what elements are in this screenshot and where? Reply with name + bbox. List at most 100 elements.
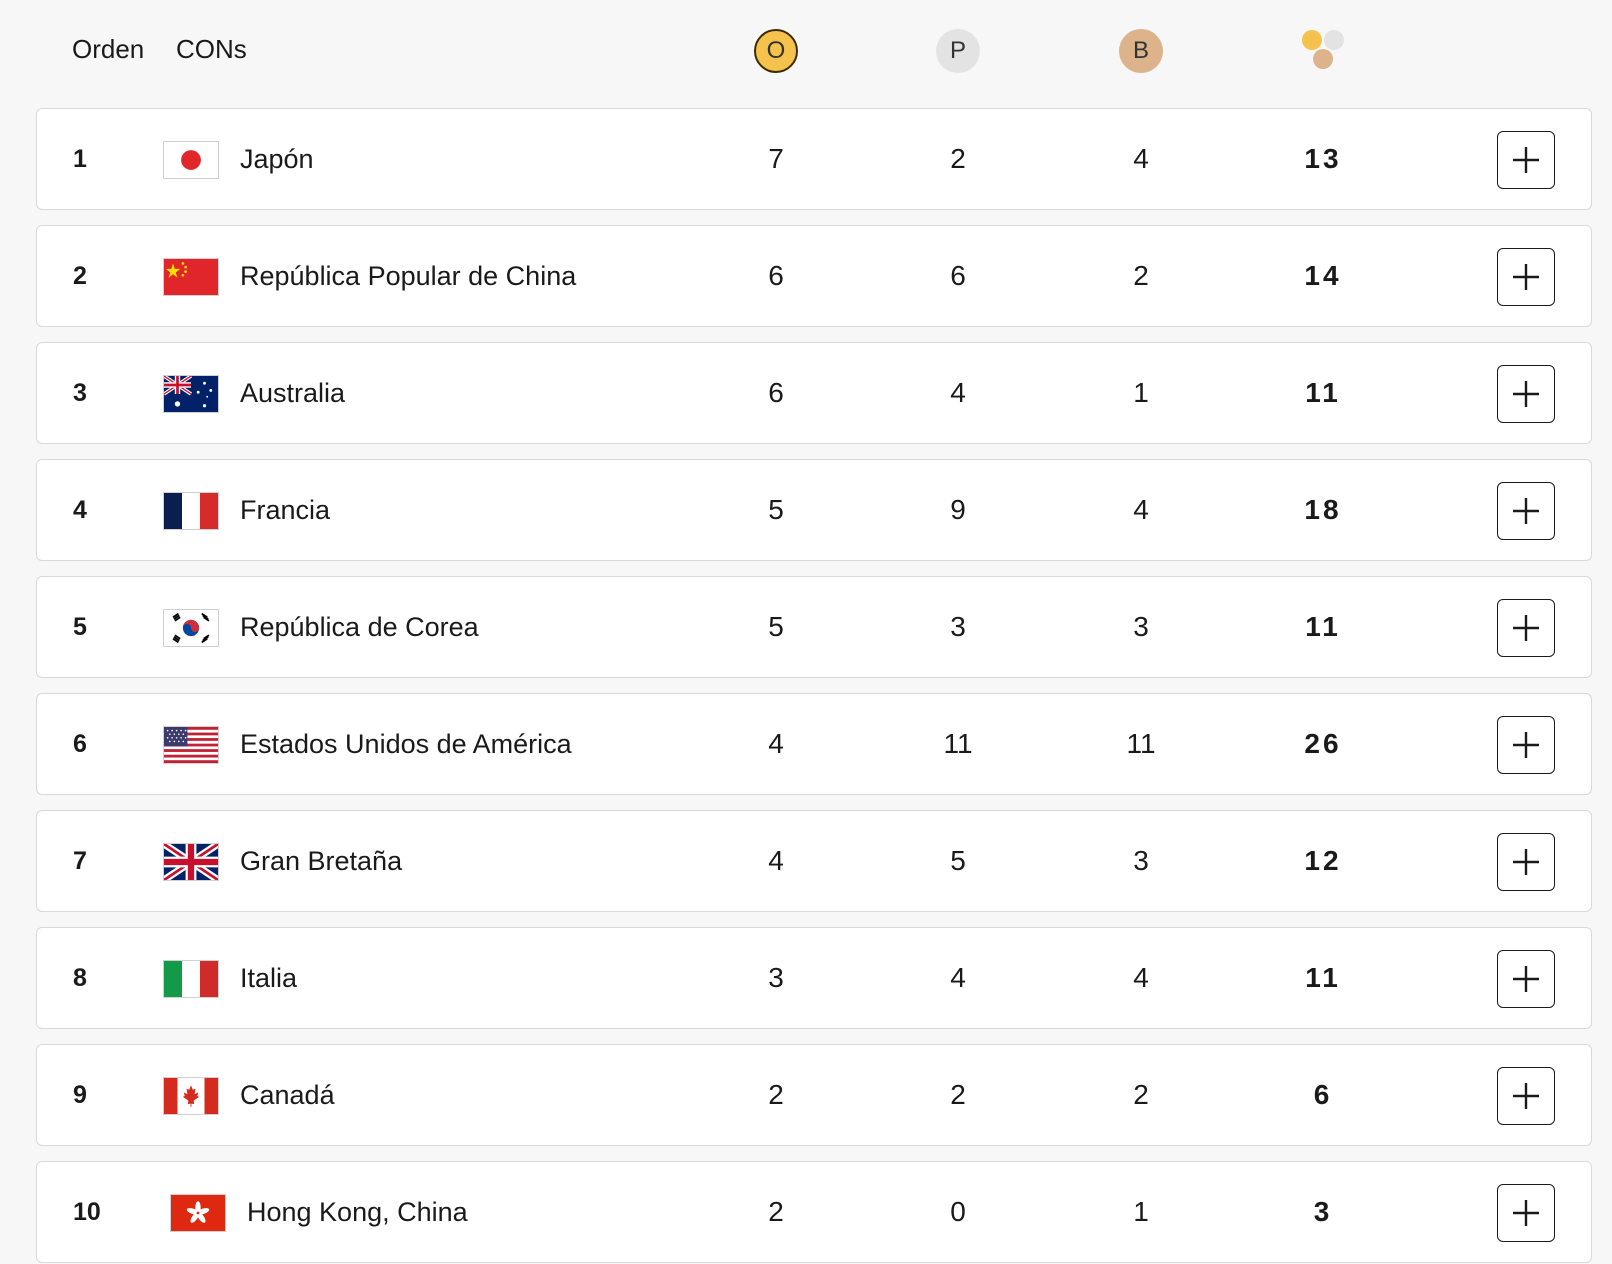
country-name[interactable]: Estados Unidos de América [240, 729, 572, 759]
total-count: 14 [1304, 260, 1342, 291]
bronze-count: 1 [1133, 377, 1149, 408]
gold-count: 6 [768, 260, 784, 291]
table-row[interactable]: 6 Estados Unidos de América 4 11 11 26 [36, 693, 1592, 795]
silver-count: 5 [950, 845, 966, 876]
expand-row-button[interactable] [1497, 950, 1555, 1008]
uk-flag-icon [163, 843, 219, 881]
plus-icon [1513, 732, 1539, 758]
gold-count: 4 [768, 845, 784, 876]
rank: 2 [73, 262, 87, 290]
gold-count: 4 [768, 728, 784, 759]
header-orden[interactable]: Orden [72, 34, 145, 64]
gold-count: 2 [768, 1079, 784, 1110]
silver-count: 6 [950, 260, 966, 291]
silver-count: 0 [950, 1196, 966, 1227]
gold-count: 5 [768, 611, 784, 642]
bronze-count: 4 [1133, 494, 1149, 525]
bronze-count: 1 [1133, 1196, 1149, 1227]
table-row[interactable]: 10 Hong Kong, China 2 0 1 3 [36, 1161, 1592, 1263]
gold-count: 6 [768, 377, 784, 408]
rank: 8 [73, 964, 87, 992]
silver-count: 2 [950, 1079, 966, 1110]
table-row[interactable]: 5 República de Corea 5 3 3 11 [36, 576, 1592, 678]
silver-count: 4 [950, 962, 966, 993]
expand-row-button[interactable] [1497, 482, 1555, 540]
table-row[interactable]: 9 Canadá 2 2 2 6 [36, 1044, 1592, 1146]
rank: 6 [73, 730, 87, 758]
usa-flag-icon [163, 726, 219, 764]
expand-row-button[interactable] [1497, 1184, 1555, 1242]
expand-row-button[interactable] [1497, 716, 1555, 774]
korea-flag-icon [163, 609, 219, 647]
header-cons[interactable]: CONs [176, 34, 247, 64]
table-row[interactable]: 8 Italia 3 4 4 11 [36, 927, 1592, 1029]
gold-count: 7 [768, 143, 784, 174]
silver-count: 2 [950, 143, 966, 174]
total-count: 26 [1304, 728, 1342, 759]
canada-flag-icon [163, 1077, 219, 1115]
hongkong-flag-icon [170, 1194, 226, 1232]
table-row[interactable]: 1 Japón 7 2 4 13 [36, 108, 1592, 210]
rank: 7 [73, 847, 87, 875]
rank: 10 [73, 1198, 101, 1226]
table-row[interactable]: 4 Francia 5 9 4 18 [36, 459, 1592, 561]
silver-medal-icon[interactable]: P [936, 29, 980, 73]
expand-row-button[interactable] [1497, 131, 1555, 189]
expand-row-button[interactable] [1497, 365, 1555, 423]
gold-medal-icon[interactable]: O [754, 29, 798, 73]
bronze-count: 2 [1133, 260, 1149, 291]
rank: 5 [73, 613, 87, 641]
italy-flag-icon [163, 960, 219, 998]
bronze-count: 3 [1133, 611, 1149, 642]
country-name[interactable]: Gran Bretaña [240, 846, 403, 876]
bronze-medal-icon[interactable]: B [1119, 29, 1163, 73]
country-name[interactable]: Hong Kong, China [247, 1197, 468, 1227]
plus-icon [1513, 498, 1539, 524]
country-name[interactable]: Australia [240, 378, 346, 408]
country-name[interactable]: Canadá [240, 1080, 335, 1110]
gold-count: 3 [768, 962, 784, 993]
plus-icon [1513, 147, 1539, 173]
plus-icon [1513, 1083, 1539, 1109]
expand-row-button[interactable] [1497, 248, 1555, 306]
total-count: 13 [1304, 143, 1342, 174]
plus-icon [1513, 264, 1539, 290]
total-count: 11 [1305, 962, 1341, 993]
country-name[interactable]: Italia [240, 963, 298, 993]
country-name[interactable]: Francia [240, 495, 331, 525]
bronze-count: 2 [1133, 1079, 1149, 1110]
plus-icon [1513, 1200, 1539, 1226]
total-count: 3 [1313, 1196, 1333, 1227]
medal-table: 1 Japón 7 2 4 13 2 República Popular de China 6 6… [36, 108, 1592, 1264]
silver-count: 11 [943, 728, 973, 759]
silver-count: 3 [950, 611, 966, 642]
bronze-count: 4 [1133, 143, 1149, 174]
rank: 1 [73, 145, 87, 173]
plus-icon [1513, 381, 1539, 407]
country-name[interactable]: Japón [240, 144, 314, 174]
total-count: 11 [1305, 377, 1341, 408]
table-row[interactable]: 3 Australia 6 4 1 11 [36, 342, 1592, 444]
rank: 4 [73, 496, 87, 524]
total-count: 6 [1313, 1079, 1333, 1110]
country-name[interactable]: República Popular de China [240, 261, 577, 291]
rank: 9 [73, 1081, 87, 1109]
rank: 3 [73, 379, 87, 407]
expand-row-button[interactable] [1497, 833, 1555, 891]
total-count: 11 [1305, 611, 1341, 642]
bronze-count: 11 [1126, 728, 1156, 759]
gold-count: 5 [768, 494, 784, 525]
silver-count: 9 [950, 494, 966, 525]
country-name[interactable]: República de Corea [240, 612, 479, 642]
bronze-count: 3 [1133, 845, 1149, 876]
france-flag-icon [163, 492, 219, 530]
medals-total-icon[interactable] [1302, 30, 1346, 72]
table-row[interactable]: 7 Gran Bretaña 4 5 3 12 [36, 810, 1592, 912]
japan-flag-icon [163, 141, 219, 179]
expand-row-button[interactable] [1497, 599, 1555, 657]
expand-row-button[interactable] [1497, 1067, 1555, 1125]
table-row[interactable]: 2 República Popular de China 6 6 2 14 [36, 225, 1592, 327]
australia-flag-icon [163, 375, 219, 413]
bronze-count: 4 [1133, 962, 1149, 993]
plus-icon [1513, 966, 1539, 992]
